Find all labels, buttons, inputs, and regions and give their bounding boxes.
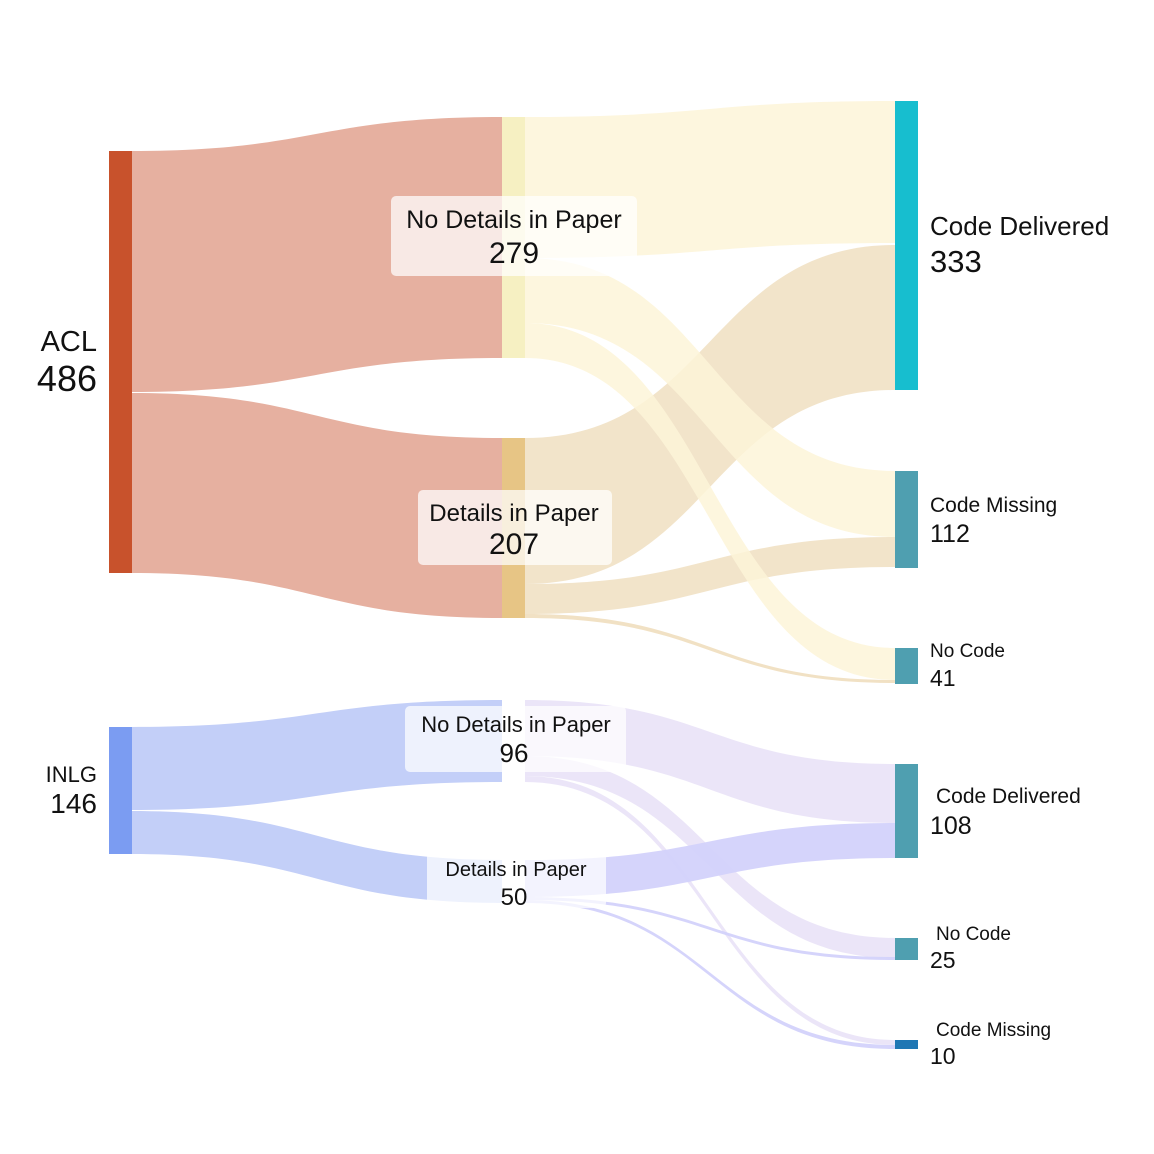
acl-no-details-label: No Details in Paper 279 (391, 196, 637, 276)
node-inlg-no-code (895, 938, 918, 960)
inlg-source-name: INLG (46, 762, 97, 787)
link-inlg-details-to-code-missing (525, 900, 895, 1049)
link-acl-to-details (131, 393, 502, 618)
link-acl-nodetails-to-no-code (525, 323, 895, 680)
link-inlg-details-to-code-delivered (525, 823, 895, 897)
inlg-details-value: 50 (501, 884, 528, 911)
acl-no-details-label-bg (391, 196, 637, 276)
node-acl-code-missing (895, 471, 918, 568)
inlg-code-delivered-name: Code Delivered (936, 785, 1081, 808)
acl-source-value: 486 (37, 358, 97, 399)
node-acl-no-code (895, 648, 918, 684)
inlg-no-code-value: 25 (930, 947, 956, 973)
inlg-no-details-name: No Details in Paper (421, 712, 611, 737)
inlg-source-label: INLG 146 (46, 762, 97, 819)
acl-no-details-name: No Details in Paper (406, 206, 621, 234)
link-inlg-to-details (131, 811, 502, 903)
inlg-code-delivered-value: 108 (930, 812, 972, 840)
inlg-details-label: Details in Paper 50 (427, 852, 606, 911)
acl-no-code-name: No Code (930, 641, 1005, 662)
node-acl-code-delivered (895, 101, 918, 390)
acl-source-label: ACL 486 (37, 326, 97, 399)
inlg-code-missing-label: Code Missing 10 (930, 1020, 1051, 1069)
acl-no-details-value: 279 (489, 237, 539, 270)
acl-links (131, 101, 895, 683)
link-inlg-nodetails-to-code-missing (525, 776, 895, 1045)
node-inlg-code-delivered (895, 764, 918, 858)
inlg-details-name: Details in Paper (445, 859, 587, 881)
node-inlg (109, 727, 132, 854)
inlg-code-missing-name: Code Missing (936, 1020, 1051, 1041)
inlg-source-value: 146 (50, 788, 97, 819)
inlg-no-code-name: No Code (936, 924, 1011, 945)
inlg-no-code-label: No Code 25 (930, 924, 1011, 973)
link-inlg-details-to-no-code (525, 897, 895, 960)
acl-code-delivered-name: Code Delivered (930, 211, 1109, 241)
inlg-no-details-label: No Details in Paper 96 (405, 706, 626, 772)
acl-no-code-label: No Code 41 (930, 641, 1005, 691)
acl-code-missing-value: 112 (930, 520, 970, 548)
acl-code-missing-name: Code Missing (930, 494, 1057, 517)
acl-source-name: ACL (41, 326, 97, 358)
link-acl-nodetails-to-code-missing (525, 258, 895, 537)
inlg-details-label-bg (427, 852, 606, 908)
inlg-nodes (109, 727, 918, 1049)
inlg-code-delivered-label: Code Delivered 108 (930, 785, 1081, 840)
link-acl-to-no-details (131, 117, 502, 392)
acl-details-label-bg (418, 490, 612, 565)
link-acl-details-to-code-missing (525, 537, 895, 614)
inlg-no-details-value: 96 (500, 738, 529, 768)
acl-code-missing-label: Code Missing 112 (930, 494, 1057, 548)
inlg-no-details-label-bg (405, 706, 626, 772)
acl-code-delivered-label: Code Delivered 333 (930, 211, 1109, 279)
acl-no-code-value: 41 (930, 665, 956, 691)
node-acl (109, 151, 132, 573)
inlg-code-missing-value: 10 (930, 1043, 956, 1069)
acl-details-name: Details in Paper (429, 500, 598, 527)
acl-code-delivered-value: 333 (930, 244, 982, 279)
node-inlg-code-missing (895, 1040, 918, 1049)
acl-details-value: 207 (489, 528, 539, 561)
acl-details-label: Details in Paper 207 (418, 490, 612, 565)
link-acl-details-to-no-code (525, 614, 895, 683)
